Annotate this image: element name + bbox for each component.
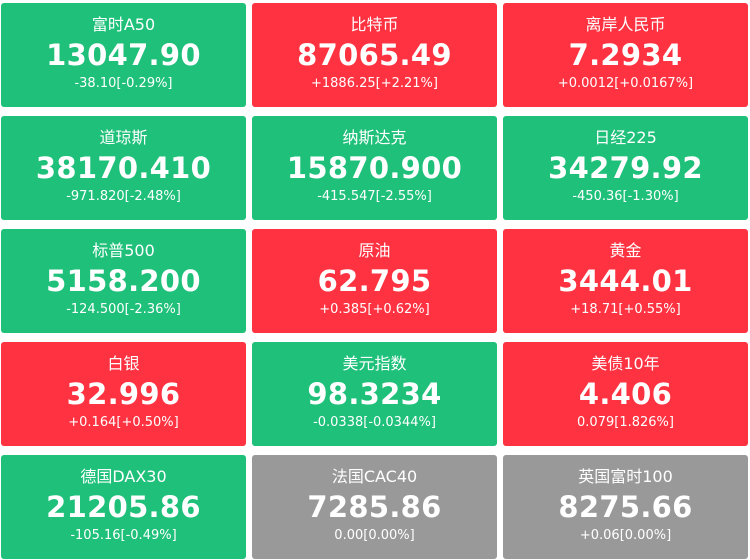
quote-tile-offshore-cny[interactable]: 离岸人民币 7.2934 +0.0012[+0.0167%] bbox=[503, 3, 748, 107]
quote-tile-nikkei-225[interactable]: 日经225 34279.92 -450.36[-1.30%] bbox=[503, 116, 748, 220]
quote-name: 道琼斯 bbox=[99, 128, 148, 147]
quote-price: 4.406 bbox=[578, 377, 673, 411]
quote-price: 13047.90 bbox=[46, 38, 201, 72]
quote-price: 62.795 bbox=[317, 264, 432, 298]
quote-name: 纳斯达克 bbox=[342, 128, 407, 147]
quote-price: 32.996 bbox=[66, 377, 181, 411]
quote-tile-ftse-a50[interactable]: 富时A50 13047.90 -38.10[-0.29%] bbox=[1, 3, 246, 107]
quote-tile-dollar-index[interactable]: 美元指数 98.3234 -0.0338[-0.0344%] bbox=[252, 342, 497, 446]
quote-name: 黄金 bbox=[609, 241, 642, 260]
quote-change: +0.0012[+0.0167%] bbox=[557, 76, 694, 91]
quote-price: 38170.410 bbox=[35, 151, 212, 185]
quote-tile-dax30[interactable]: 德国DAX30 21205.86 -105.16[-0.49%] bbox=[1, 455, 246, 559]
quote-change: -415.547[-2.55%] bbox=[317, 189, 432, 204]
quote-name: 法国CAC40 bbox=[331, 467, 418, 486]
quote-change: 0.079[1.826%] bbox=[577, 415, 674, 430]
quote-change: +0.385[+0.62%] bbox=[319, 302, 430, 317]
quote-price: 5158.200 bbox=[46, 264, 201, 298]
quote-tile-crude-oil[interactable]: 原油 62.795 +0.385[+0.62%] bbox=[252, 229, 497, 333]
quote-name: 原油 bbox=[358, 241, 391, 260]
quote-price: 8275.66 bbox=[558, 490, 693, 524]
quote-price: 87065.49 bbox=[297, 38, 452, 72]
quote-tile-sp500[interactable]: 标普500 5158.200 -124.500[-2.36%] bbox=[1, 229, 246, 333]
quote-change: -124.500[-2.36%] bbox=[66, 302, 181, 317]
quote-price: 98.3234 bbox=[307, 377, 442, 411]
quote-price: 7285.86 bbox=[307, 490, 442, 524]
quote-change: -38.10[-0.29%] bbox=[74, 76, 173, 91]
quote-change: -971.820[-2.48%] bbox=[66, 189, 181, 204]
quote-tile-dow-jones[interactable]: 道琼斯 38170.410 -971.820[-2.48%] bbox=[1, 116, 246, 220]
quote-change: -0.0338[-0.0344%] bbox=[313, 415, 436, 430]
quote-tile-silver[interactable]: 白银 32.996 +0.164[+0.50%] bbox=[1, 342, 246, 446]
quote-change: +0.06[0.00%] bbox=[579, 528, 672, 543]
quote-change: +1886.25[+2.21%] bbox=[311, 76, 438, 91]
quote-change: +18.71[+0.55%] bbox=[570, 302, 681, 317]
quote-tile-cac40[interactable]: 法国CAC40 7285.86 0.00[0.00%] bbox=[252, 455, 497, 559]
quote-name: 比特币 bbox=[350, 15, 399, 34]
quote-name: 白银 bbox=[107, 354, 140, 373]
quote-name: 富时A50 bbox=[91, 15, 156, 34]
quote-tile-ftse-100[interactable]: 英国富时100 8275.66 +0.06[0.00%] bbox=[503, 455, 748, 559]
quote-price: 21205.86 bbox=[46, 490, 201, 524]
quote-tile-nasdaq[interactable]: 纳斯达克 15870.900 -415.547[-2.55%] bbox=[252, 116, 497, 220]
quote-name: 日经225 bbox=[594, 128, 657, 147]
quote-name: 英国富时100 bbox=[578, 467, 673, 486]
quote-tile-bitcoin[interactable]: 比特币 87065.49 +1886.25[+2.21%] bbox=[252, 3, 497, 107]
quote-tile-us-10y-treasury[interactable]: 美债10年 4.406 0.079[1.826%] bbox=[503, 342, 748, 446]
quote-name: 美债10年 bbox=[591, 354, 660, 373]
quote-price: 15870.900 bbox=[286, 151, 463, 185]
quote-change: +0.164[+0.50%] bbox=[68, 415, 179, 430]
quote-name: 德国DAX30 bbox=[80, 467, 167, 486]
quote-name: 标普500 bbox=[92, 241, 155, 260]
quote-price: 7.2934 bbox=[568, 38, 683, 72]
quote-name: 美元指数 bbox=[342, 354, 407, 373]
quote-change: -450.36[-1.30%] bbox=[572, 189, 679, 204]
quote-change: 0.00[0.00%] bbox=[334, 528, 415, 543]
quote-price: 3444.01 bbox=[558, 264, 693, 298]
quote-change: -105.16[-0.49%] bbox=[70, 528, 177, 543]
quote-price: 34279.92 bbox=[548, 151, 703, 185]
quote-tile-gold[interactable]: 黄金 3444.01 +18.71[+0.55%] bbox=[503, 229, 748, 333]
quote-name: 离岸人民币 bbox=[585, 15, 666, 34]
